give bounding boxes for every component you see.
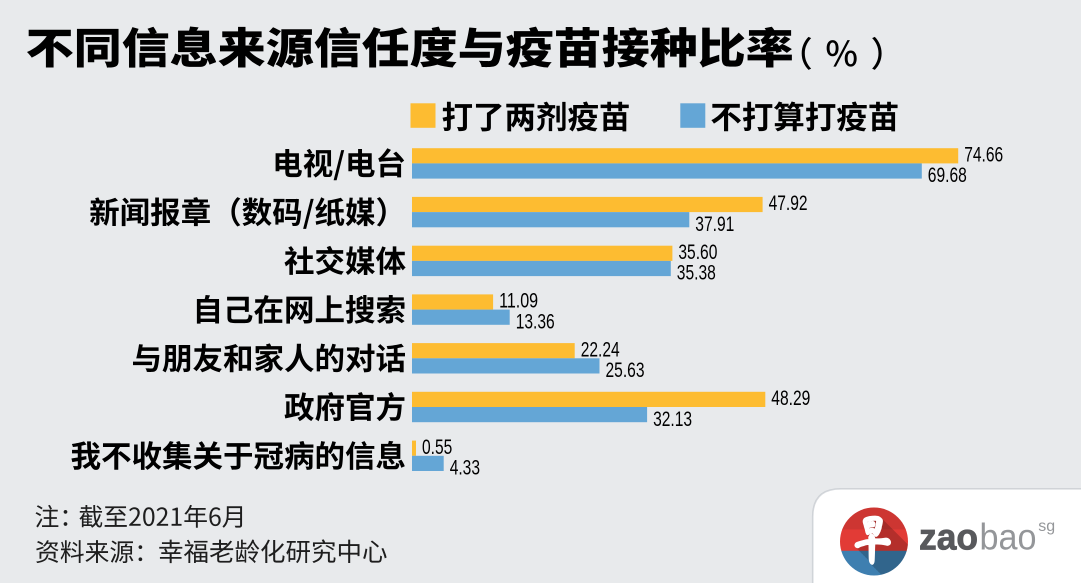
svg-text:bao: bao — [980, 517, 1037, 558]
svg-text:37.91: 37.91 — [695, 213, 734, 236]
svg-text:48.29: 48.29 — [771, 387, 810, 410]
svg-text:sg: sg — [1038, 518, 1055, 535]
svg-text:22.24: 22.24 — [581, 338, 620, 361]
svg-text:35.60: 35.60 — [678, 241, 717, 264]
svg-text:25.63: 25.63 — [606, 359, 645, 382]
svg-text:0.55: 0.55 — [422, 436, 452, 459]
svg-text:35.38: 35.38 — [677, 262, 716, 285]
svg-text:zao: zao — [919, 517, 978, 558]
svg-text:4.33: 4.33 — [450, 457, 480, 480]
svg-text:32.13: 32.13 — [653, 408, 692, 431]
svg-text:74.66: 74.66 — [964, 143, 1003, 166]
svg-text:11.09: 11.09 — [499, 290, 538, 313]
svg-text:69.68: 69.68 — [928, 164, 967, 187]
svg-text:47.92: 47.92 — [769, 192, 808, 215]
svg-text:13.36: 13.36 — [516, 310, 555, 333]
